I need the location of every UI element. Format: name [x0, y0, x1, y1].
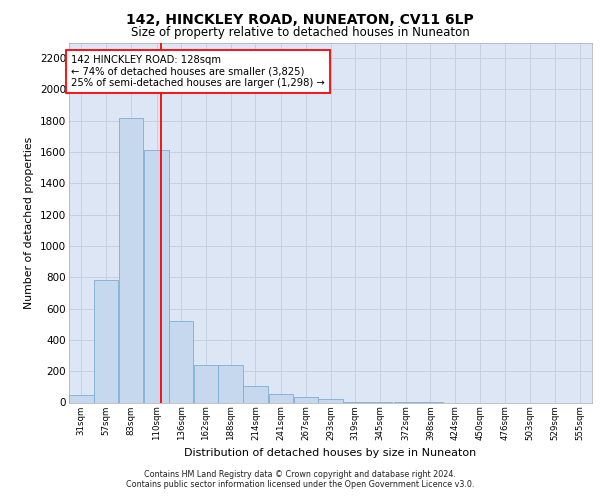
- Bar: [243, 386, 268, 402]
- Text: 142, HINCKLEY ROAD, NUNEATON, CV11 6LP: 142, HINCKLEY ROAD, NUNEATON, CV11 6LP: [126, 12, 474, 26]
- Y-axis label: Number of detached properties: Number of detached properties: [25, 136, 34, 308]
- Bar: [169, 321, 193, 402]
- X-axis label: Distribution of detached houses by size in Nuneaton: Distribution of detached houses by size …: [184, 448, 477, 458]
- Bar: [293, 397, 318, 402]
- Bar: [69, 394, 94, 402]
- Bar: [194, 365, 218, 403]
- Text: Contains HM Land Registry data © Crown copyright and database right 2024.
Contai: Contains HM Land Registry data © Crown c…: [126, 470, 474, 489]
- Bar: [119, 118, 143, 403]
- Text: Size of property relative to detached houses in Nuneaton: Size of property relative to detached ho…: [131, 26, 469, 39]
- Bar: [94, 280, 118, 402]
- Bar: [218, 365, 243, 403]
- Bar: [144, 150, 169, 402]
- Text: 142 HINCKLEY ROAD: 128sqm
← 74% of detached houses are smaller (3,825)
25% of se: 142 HINCKLEY ROAD: 128sqm ← 74% of detac…: [71, 55, 325, 88]
- Bar: [319, 400, 343, 402]
- Bar: [269, 394, 293, 402]
